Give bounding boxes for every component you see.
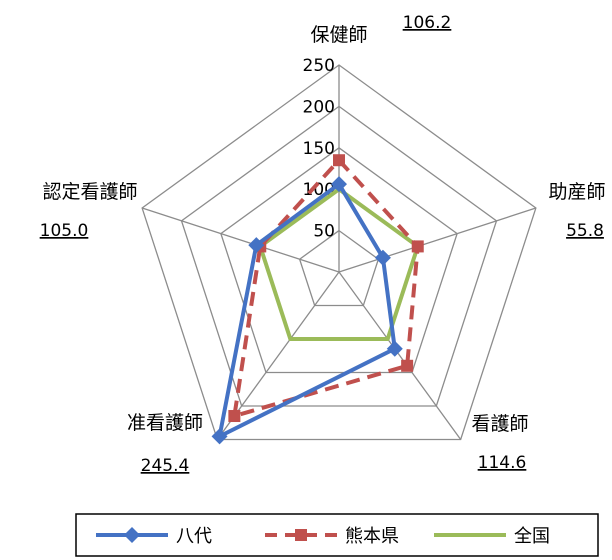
data-point xyxy=(248,237,265,254)
radial-tick-label: 150 xyxy=(303,139,335,159)
category-label: 准看護師 xyxy=(127,412,203,434)
category-label: 助産師 xyxy=(548,181,605,203)
series-line xyxy=(258,187,420,341)
radar-grid xyxy=(141,64,537,441)
data-point xyxy=(401,359,414,372)
data-point xyxy=(333,154,345,167)
legend-marker xyxy=(124,527,140,543)
grid-ring xyxy=(180,105,498,407)
data-point xyxy=(374,249,391,266)
legend-marker xyxy=(295,529,307,541)
grid-spoke xyxy=(141,207,340,273)
data-point xyxy=(211,428,228,445)
grid-spoke xyxy=(338,207,537,273)
legend: 八代 熊本県 全国 xyxy=(75,513,599,557)
legend-label: 全国 xyxy=(514,526,550,547)
grid-ring xyxy=(298,229,380,307)
data-point xyxy=(386,340,403,357)
category-value-label: 114.6 xyxy=(478,453,527,473)
series-layer xyxy=(211,154,424,445)
category-labels: 保健師 106.2 助産師 55.8 看護師 114.6 准看護師 245.4 認定看護師 105… xyxy=(40,13,606,476)
category-value-label: 106.2 xyxy=(403,13,452,33)
legend-label: 熊本県 xyxy=(345,526,399,547)
legend-label: 八代 xyxy=(176,526,212,547)
data-point xyxy=(411,240,424,253)
category-label: 看護師 xyxy=(471,413,528,435)
grid-ring xyxy=(141,64,537,441)
grid-spoke xyxy=(338,271,462,440)
radial-tick-label: 50 xyxy=(313,222,335,242)
category-label: 保健師 xyxy=(310,24,367,46)
category-value-label: 105.0 xyxy=(40,221,89,241)
category-value-label: 245.4 xyxy=(141,456,190,476)
radial-tick-label: 250 xyxy=(303,56,335,76)
data-point xyxy=(331,176,347,193)
data-point xyxy=(228,410,241,423)
radial-tick-label: 200 xyxy=(303,97,335,117)
category-value-label: 55.8 xyxy=(566,221,604,241)
grid-ring xyxy=(220,146,458,374)
category-label: 認定看護師 xyxy=(42,181,137,203)
series-line xyxy=(217,182,397,439)
